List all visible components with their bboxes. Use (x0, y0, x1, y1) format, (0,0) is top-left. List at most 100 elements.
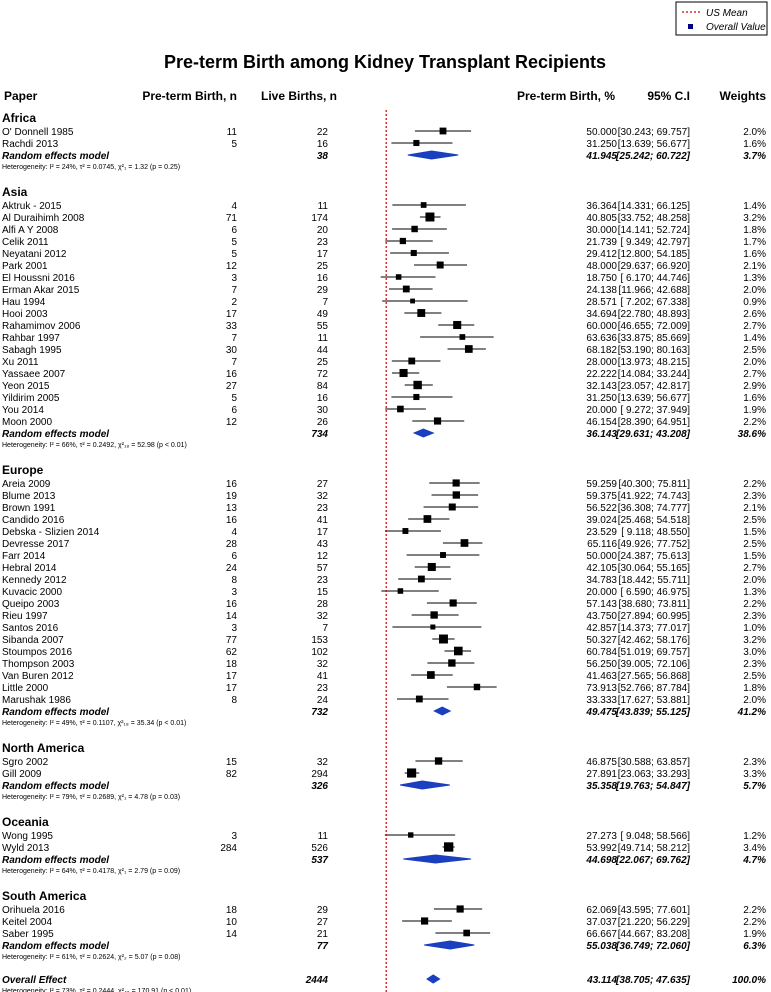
study-ci: [ 7.202; 67.338] (620, 297, 690, 308)
study-estimate: 20.000 (586, 405, 617, 416)
study-events: 5 (231, 249, 237, 260)
study-paper: Hau 1994 (2, 297, 46, 308)
study-estimate: 32.143 (586, 381, 617, 392)
study-paper: Brown 1991 (2, 503, 56, 514)
study-events: 30 (226, 345, 238, 356)
header-total: Live Births, n (261, 89, 337, 103)
study-point (408, 357, 416, 365)
study-point (463, 929, 470, 937)
study-point (453, 320, 462, 330)
study-paper: Rachdi 2013 (2, 139, 59, 150)
legend-overall-label: Overall Value (706, 22, 766, 33)
random-effects-total: 77 (317, 941, 329, 952)
study-total: 32 (317, 491, 329, 502)
study-ci: [ 9.118; 48.550] (621, 527, 690, 538)
random-effects-weight: 6.3% (743, 941, 766, 952)
study-total: 16 (317, 393, 329, 404)
study-weight: 1.0% (743, 623, 766, 634)
study-ci: [23.063; 33.293] (618, 769, 691, 780)
study-total: 24 (317, 695, 329, 706)
random-effects-label: Random effects model (2, 941, 109, 952)
study-point (408, 832, 414, 838)
study-ci: [38.680; 73.811] (618, 599, 690, 610)
study-estimate: 66.667 (586, 929, 617, 940)
random-effects-ci: [25.242; 60.722] (615, 151, 691, 162)
study-paper: Hooi 2003 (2, 309, 48, 320)
study-paper: Van Buren 2012 (2, 671, 74, 682)
study-total: 49 (317, 309, 329, 320)
study-point (460, 539, 469, 547)
study-weight: 2.0% (743, 575, 766, 586)
study-point (439, 127, 447, 135)
study-events: 6 (231, 225, 237, 236)
study-ci: [30.064; 55.165] (618, 563, 691, 574)
legend: US Mean Overall Value (675, 1, 768, 36)
study-paper: Sgro 2002 (2, 757, 49, 768)
study-estimate: 24.138 (586, 285, 617, 296)
study-estimate: 27.891 (586, 769, 617, 780)
study-estimate: 41.463 (586, 671, 617, 682)
study-point (417, 575, 425, 583)
legend-frame (675, 1, 768, 36)
study-weight: 2.5% (743, 539, 766, 550)
header-paper: Paper (4, 89, 38, 103)
study-estimate: 34.783 (586, 575, 617, 586)
study-point (464, 345, 473, 353)
study-total: 32 (317, 757, 329, 768)
study-estimate: 59.259 (586, 479, 617, 490)
study-total: 72 (317, 369, 329, 380)
study-total: 526 (311, 843, 328, 854)
study-paper: Blume 2013 (2, 491, 56, 502)
study-paper: Queipo 2003 (2, 599, 60, 610)
study-events: 28 (226, 539, 238, 550)
study-ci: [30.588; 63.857] (618, 757, 691, 768)
study-weight: 2.5% (743, 515, 766, 526)
study-total: 84 (317, 381, 329, 392)
header-events: Pre-term Birth, n (142, 89, 237, 103)
study-point (397, 588, 404, 594)
heterogeneity-text: Heterogeneity: I² = 66%, τ² = 0.2492, χ²… (2, 442, 187, 449)
study-weight: 2.7% (743, 369, 766, 380)
study-ci: [ 9.272; 37.949] (620, 405, 690, 416)
random-effects-diamond (433, 706, 452, 716)
study-ci: [33.875; 85.669] (618, 333, 691, 344)
study-paper: O' Donnell 1985 (2, 127, 74, 138)
study-weight: 3.0% (743, 647, 766, 658)
study-events: 82 (226, 769, 238, 780)
study-total: 55 (317, 321, 329, 332)
header-pct: Pre-term Birth, % (517, 89, 615, 103)
study-events: 6 (231, 551, 237, 562)
header-weights: Weights (720, 89, 767, 103)
study-estimate: 22.222 (586, 369, 617, 380)
heterogeneity-text: Heterogeneity: I² = 64%, τ² = 0.4178, χ²… (2, 868, 180, 875)
heterogeneity-text: Heterogeneity: I² = 49%, τ² = 0.1107, χ²… (2, 720, 186, 727)
study-total: 25 (317, 261, 329, 272)
heterogeneity-text: Heterogeneity: I² = 79%, τ² = 0.2689, χ²… (2, 794, 180, 801)
study-point (427, 671, 435, 679)
study-point (427, 562, 436, 572)
random-effects-ci: [29.631; 43.208] (615, 429, 691, 440)
study-ci: [27.894; 60.995] (618, 611, 691, 622)
study-paper: Stoumpos 2016 (2, 647, 72, 658)
random-effects-ci: [19.763; 54.847] (615, 781, 691, 792)
study-total: 15 (317, 587, 329, 598)
study-events: 8 (231, 575, 237, 586)
study-point (415, 695, 423, 703)
study-events: 284 (220, 843, 237, 854)
study-point (423, 515, 432, 523)
study-paper: Wong 1995 (2, 831, 53, 842)
study-point (395, 274, 402, 280)
study-ci: [49.926; 77.752] (618, 539, 691, 550)
study-ci: [30.243; 69.757] (618, 127, 691, 138)
group-title: Asia (2, 185, 28, 199)
study-events: 16 (226, 515, 238, 526)
study-total: 28 (317, 599, 329, 610)
study-estimate: 62.069 (586, 905, 617, 916)
study-estimate: 20.000 (586, 587, 617, 598)
study-estimate: 57.143 (586, 599, 617, 610)
chart-title: Pre-term Birth among Kidney Transplant R… (164, 52, 606, 72)
study-total: 25 (317, 357, 329, 368)
study-point (438, 634, 448, 644)
study-total: 21 (317, 929, 329, 940)
